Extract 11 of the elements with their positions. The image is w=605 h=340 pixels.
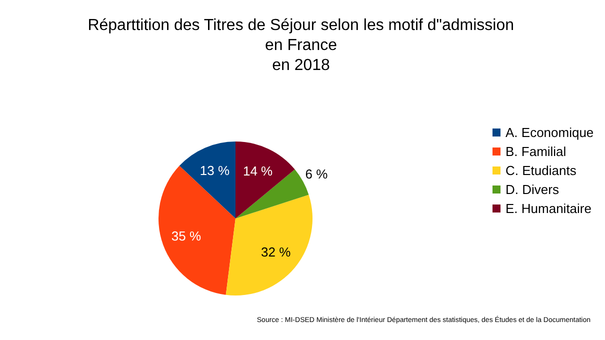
legend-label: C. Etudiants	[506, 163, 577, 178]
data-label: 14 %	[242, 164, 274, 179]
legend-label: A. Economique	[506, 125, 594, 140]
data-label: 32 %	[261, 244, 292, 260]
chart-title: Réparttition des Titres de Séjour selon les motif d"admission en France en 2018	[88, 17, 514, 74]
data-label: 6 %	[305, 166, 328, 182]
data-label: 13 %	[200, 162, 230, 178]
legend-label: D. Divers	[506, 182, 560, 197]
legend-label: E. Humanitaire	[506, 201, 592, 216]
data-label: 35 %	[171, 228, 202, 244]
legend-label: B. Familial	[506, 144, 566, 159]
